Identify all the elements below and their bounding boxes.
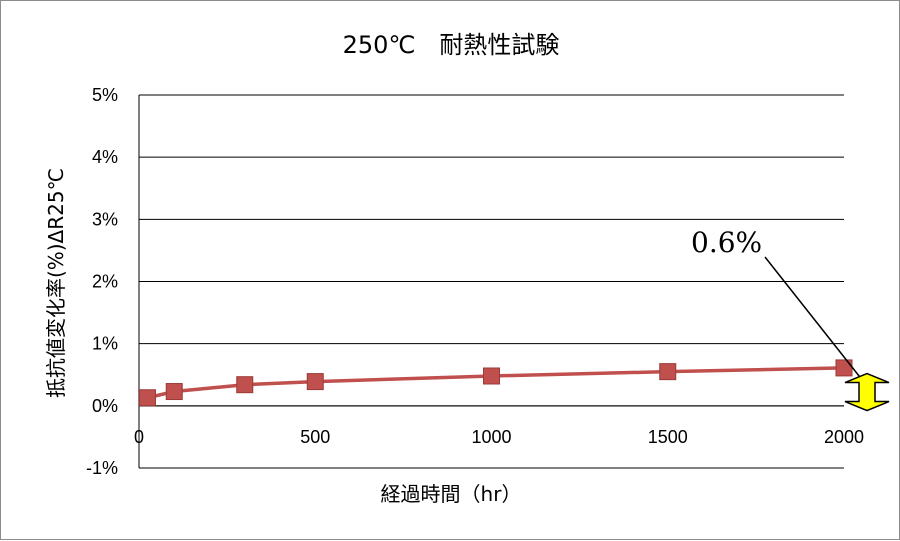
x-axis-label: 経過時間（hr）: [381, 482, 522, 506]
data-point: [483, 367, 500, 385]
data-point: [306, 373, 324, 391]
data-point: [138, 389, 156, 407]
x-tick-label: 1000: [471, 427, 511, 447]
y-axis-label: 抵抗値変化率(%)ΔR25℃: [44, 168, 68, 398]
double-arrow-marker: [844, 372, 890, 412]
data-point: [659, 363, 677, 381]
y-tick-label: 5%: [92, 85, 118, 105]
annotation-pointer: [764, 256, 864, 382]
x-tick-labels: 0 500 1000 1500 2000: [134, 427, 864, 447]
y-tick-label: 4%: [92, 147, 118, 167]
annotation-group: 0.6%: [691, 226, 890, 412]
data-point: [236, 376, 254, 394]
y-tick-label: 2%: [92, 272, 118, 292]
annotation-label: 0.6%: [691, 226, 762, 259]
x-tick-label: 2000: [824, 427, 864, 447]
data-point: [835, 359, 853, 377]
y-tick-labels: -1% 0% 1% 2% 3% 4% 5%: [86, 85, 118, 478]
y-tick-label: -1%: [86, 458, 118, 478]
chart-title: 250℃ 耐熱性試験: [343, 31, 560, 59]
y-tick-label: 0%: [92, 396, 118, 416]
data-point: [165, 383, 183, 401]
x-tick-label: 0: [134, 427, 144, 447]
y-tick-label: 3%: [92, 209, 118, 229]
grid: [138, 94, 844, 469]
y-tick-label: 1%: [92, 334, 118, 354]
x-tick-label: 1500: [648, 427, 688, 447]
x-tick-label: 500: [300, 427, 330, 447]
series-group: [138, 359, 853, 407]
